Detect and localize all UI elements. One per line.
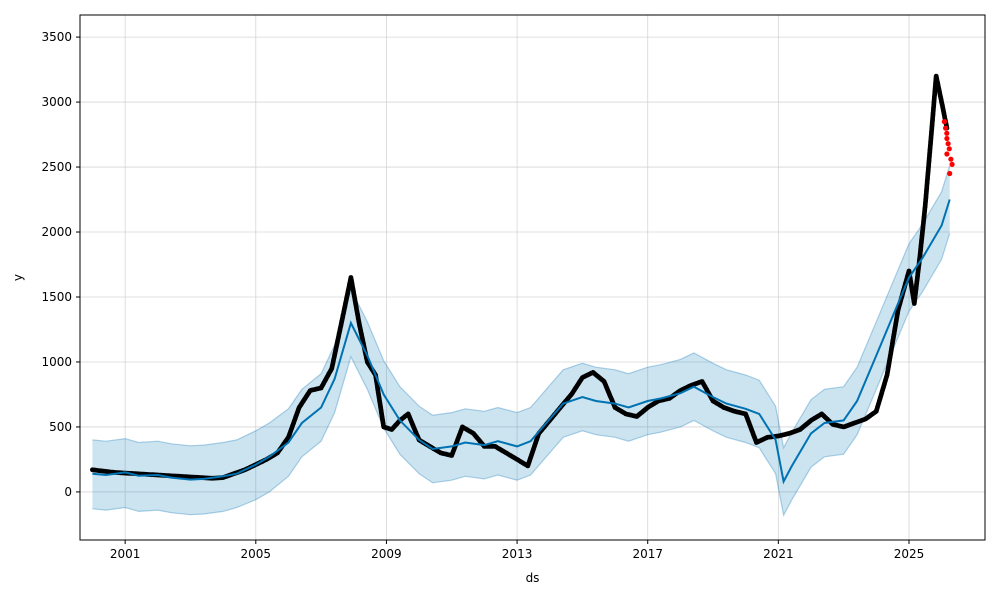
y-axis-ticks: 0 500 1000 1500 2000 2500 3000 3500	[41, 30, 80, 499]
plot-frame	[79, 14, 986, 541]
yhat-line	[92, 199, 951, 485]
uncertainty-interval	[92, 165, 951, 518]
x-tick-label: 2009	[371, 547, 402, 561]
x-axis-ticks: 2001 2005 2009 2013 2017 2021 2025	[110, 540, 924, 561]
grid	[80, 15, 985, 540]
y-tick-label: 3000	[41, 95, 72, 109]
holdout-points	[941, 119, 955, 177]
y-tick-label: 1500	[41, 290, 72, 304]
y-tick-label: 2500	[41, 160, 72, 174]
holdout-point	[944, 151, 950, 157]
observed-points	[90, 73, 950, 481]
y-tick-label: 0	[64, 485, 72, 499]
holdout-point	[943, 125, 949, 131]
lower-bound-line	[92, 233, 951, 518]
holdout-point	[947, 170, 953, 177]
holdout-point	[946, 146, 952, 152]
y-tick-label: 1000	[41, 355, 72, 369]
x-tick-label: 2001	[110, 547, 141, 561]
holdout-point	[948, 156, 954, 162]
y-tick-label: 500	[49, 420, 72, 434]
x-tick-label: 2021	[763, 547, 794, 561]
y-axis-label: y	[11, 274, 25, 281]
forecast-line	[92, 199, 951, 485]
y-tick-label: 3500	[41, 30, 72, 44]
holdout-point	[944, 130, 950, 136]
holdout-point	[941, 119, 948, 125]
x-tick-label: 2013	[502, 547, 533, 561]
x-tick-label: 2017	[632, 547, 663, 561]
holdout-point	[949, 161, 955, 167]
holdout-point	[944, 135, 950, 142]
interval-band	[92, 165, 950, 516]
x-tick-label: 2005	[241, 547, 272, 561]
y-tick-label: 2000	[41, 225, 72, 239]
upper-bound-line	[92, 165, 951, 450]
holdout-point	[945, 141, 951, 147]
x-axis-label: ds	[526, 571, 540, 585]
x-tick-label: 2025	[894, 547, 925, 561]
